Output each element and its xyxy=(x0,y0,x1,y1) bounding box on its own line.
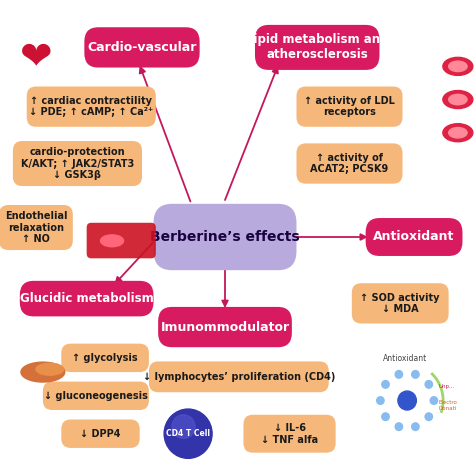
FancyBboxPatch shape xyxy=(87,223,156,258)
Circle shape xyxy=(395,423,402,430)
Ellipse shape xyxy=(100,235,124,247)
Circle shape xyxy=(164,409,212,458)
FancyBboxPatch shape xyxy=(13,141,142,186)
FancyBboxPatch shape xyxy=(158,307,292,347)
Text: Glucidic metabolism: Glucidic metabolism xyxy=(20,292,154,305)
Text: ↓ IL-6
↓ TNF alfa: ↓ IL-6 ↓ TNF alfa xyxy=(261,423,318,445)
FancyBboxPatch shape xyxy=(43,382,149,410)
Circle shape xyxy=(377,397,384,404)
Ellipse shape xyxy=(448,94,467,105)
FancyBboxPatch shape xyxy=(255,25,380,70)
Circle shape xyxy=(172,415,195,438)
Ellipse shape xyxy=(21,362,65,382)
Text: ↓ lymphocytes’ proliferation (CD4): ↓ lymphocytes’ proliferation (CD4) xyxy=(143,372,335,382)
Ellipse shape xyxy=(443,124,473,142)
FancyBboxPatch shape xyxy=(352,283,448,323)
Circle shape xyxy=(395,371,402,378)
FancyBboxPatch shape xyxy=(61,419,140,448)
FancyBboxPatch shape xyxy=(84,27,200,67)
Ellipse shape xyxy=(448,128,467,138)
Text: ↑ cardiac contractility
↓ PDE; ↑ cAMP; ↑ Ca²⁺: ↑ cardiac contractility ↓ PDE; ↑ cAMP; ↑… xyxy=(29,96,154,118)
Text: ❤: ❤ xyxy=(19,38,52,76)
Circle shape xyxy=(412,371,419,378)
Circle shape xyxy=(425,413,432,420)
FancyBboxPatch shape xyxy=(244,415,336,453)
Circle shape xyxy=(382,381,389,388)
Text: Unp...: Unp... xyxy=(438,384,455,389)
Circle shape xyxy=(425,381,432,388)
Circle shape xyxy=(412,423,419,430)
Text: ↑ activity of
ACAT2; PCSK9: ↑ activity of ACAT2; PCSK9 xyxy=(310,153,389,174)
Text: Cardio-vascular: Cardio-vascular xyxy=(87,41,197,54)
Text: Berberine’s effects: Berberine’s effects xyxy=(150,230,300,244)
Text: cardio-protection
K/AKT; ↑ JAK2/STAT3
↓ GSK3β: cardio-protection K/AKT; ↑ JAK2/STAT3 ↓ … xyxy=(21,147,134,180)
FancyBboxPatch shape xyxy=(0,205,73,250)
Text: ↓ gluconeogenesis: ↓ gluconeogenesis xyxy=(44,391,148,401)
FancyBboxPatch shape xyxy=(149,362,329,392)
Circle shape xyxy=(398,391,416,410)
Circle shape xyxy=(430,397,438,404)
Text: Lipid metabolism and
atherosclerosis: Lipid metabolism and atherosclerosis xyxy=(246,33,389,62)
Text: Electro
Donati: Electro Donati xyxy=(438,400,457,410)
FancyBboxPatch shape xyxy=(296,143,402,183)
FancyBboxPatch shape xyxy=(61,344,149,372)
Ellipse shape xyxy=(36,363,64,375)
Ellipse shape xyxy=(443,57,473,75)
FancyBboxPatch shape xyxy=(20,281,154,317)
Ellipse shape xyxy=(443,91,473,109)
Text: Antioxidant: Antioxidant xyxy=(374,230,455,244)
Text: ↑ activity of LDL
receptors: ↑ activity of LDL receptors xyxy=(304,96,395,118)
Ellipse shape xyxy=(448,61,467,72)
Text: ↑ SOD activity
↓ MDA: ↑ SOD activity ↓ MDA xyxy=(360,292,440,314)
Text: CD4 T Cell: CD4 T Cell xyxy=(166,429,210,438)
Text: Antioxidant: Antioxidant xyxy=(383,354,427,363)
FancyBboxPatch shape xyxy=(154,204,296,270)
FancyBboxPatch shape xyxy=(27,87,156,127)
FancyBboxPatch shape xyxy=(365,218,463,256)
Text: Imunommodulator: Imunommodulator xyxy=(160,320,290,334)
Text: ↓ DPP4: ↓ DPP4 xyxy=(80,428,121,439)
FancyBboxPatch shape xyxy=(296,87,402,127)
Circle shape xyxy=(382,413,389,420)
Text: Endothelial
relaxation
↑ NO: Endothelial relaxation ↑ NO xyxy=(5,211,67,244)
Text: ↑ glycolysis: ↑ glycolysis xyxy=(73,353,138,363)
